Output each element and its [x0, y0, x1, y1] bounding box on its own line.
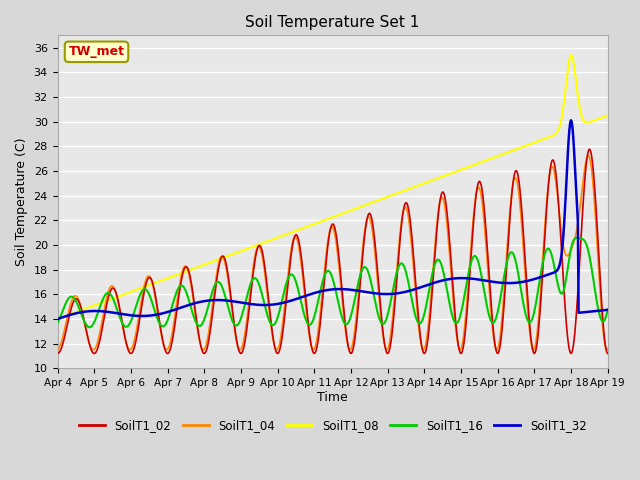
SoilT1_32: [567, 118, 575, 123]
SoilT1_16: [63, 297, 71, 303]
Title: Soil Temperature Set 1: Soil Temperature Set 1: [245, 15, 420, 30]
Legend: SoilT1_02, SoilT1_04, SoilT1_08, SoilT1_16, SoilT1_32: SoilT1_02, SoilT1_04, SoilT1_08, SoilT1_…: [74, 414, 591, 437]
SoilT1_32: [63, 313, 71, 319]
Line: SoilT1_32: SoilT1_32: [58, 120, 608, 319]
SoilT1_32: [120, 312, 128, 317]
SoilT1_04: [399, 207, 407, 213]
SoilT1_08: [54, 316, 61, 322]
SoilT1_02: [205, 336, 213, 341]
SoilT1_08: [176, 271, 184, 276]
Line: SoilT1_16: SoilT1_16: [58, 238, 608, 327]
SoilT1_04: [54, 347, 61, 352]
SoilT1_02: [54, 350, 61, 356]
SoilT1_08: [604, 113, 612, 119]
SoilT1_32: [176, 305, 184, 311]
SoilT1_02: [120, 330, 128, 336]
SoilT1_08: [415, 182, 423, 188]
SoilT1_02: [63, 321, 71, 327]
SoilT1_04: [176, 279, 184, 285]
SoilT1_02: [604, 350, 612, 356]
SoilT1_16: [121, 324, 129, 329]
SoilT1_02: [399, 208, 407, 214]
SoilT1_32: [415, 285, 423, 290]
SoilT1_16: [604, 307, 612, 312]
SoilT1_08: [205, 260, 213, 266]
SoilT1_32: [399, 289, 407, 295]
SoilT1_08: [399, 188, 407, 194]
SoilT1_04: [63, 313, 71, 319]
SoilT1_04: [604, 346, 612, 351]
SoilT1_02: [586, 146, 593, 152]
SoilT1_04: [530, 347, 538, 353]
SoilT1_02: [176, 286, 184, 291]
SoilT1_32: [54, 316, 61, 322]
SoilT1_32: [205, 298, 213, 303]
SoilT1_16: [400, 264, 408, 269]
SoilT1_16: [573, 235, 581, 241]
SoilT1_16: [417, 321, 424, 326]
SoilT1_08: [120, 291, 128, 297]
SoilT1_04: [415, 331, 423, 336]
X-axis label: Time: Time: [317, 391, 348, 404]
SoilT1_16: [86, 324, 93, 330]
SoilT1_08: [63, 312, 71, 318]
SoilT1_02: [415, 325, 423, 331]
Y-axis label: Soil Temperature (C): Soil Temperature (C): [15, 138, 28, 266]
SoilT1_04: [585, 153, 593, 158]
SoilT1_16: [206, 298, 214, 303]
SoilT1_04: [120, 331, 128, 337]
SoilT1_04: [205, 327, 213, 333]
Line: SoilT1_04: SoilT1_04: [58, 156, 608, 350]
SoilT1_16: [177, 283, 184, 288]
SoilT1_08: [567, 52, 575, 58]
Text: TW_met: TW_met: [68, 45, 125, 58]
Line: SoilT1_02: SoilT1_02: [58, 149, 608, 353]
Line: SoilT1_08: SoilT1_08: [58, 55, 608, 319]
SoilT1_32: [604, 307, 612, 313]
SoilT1_16: [54, 320, 61, 326]
